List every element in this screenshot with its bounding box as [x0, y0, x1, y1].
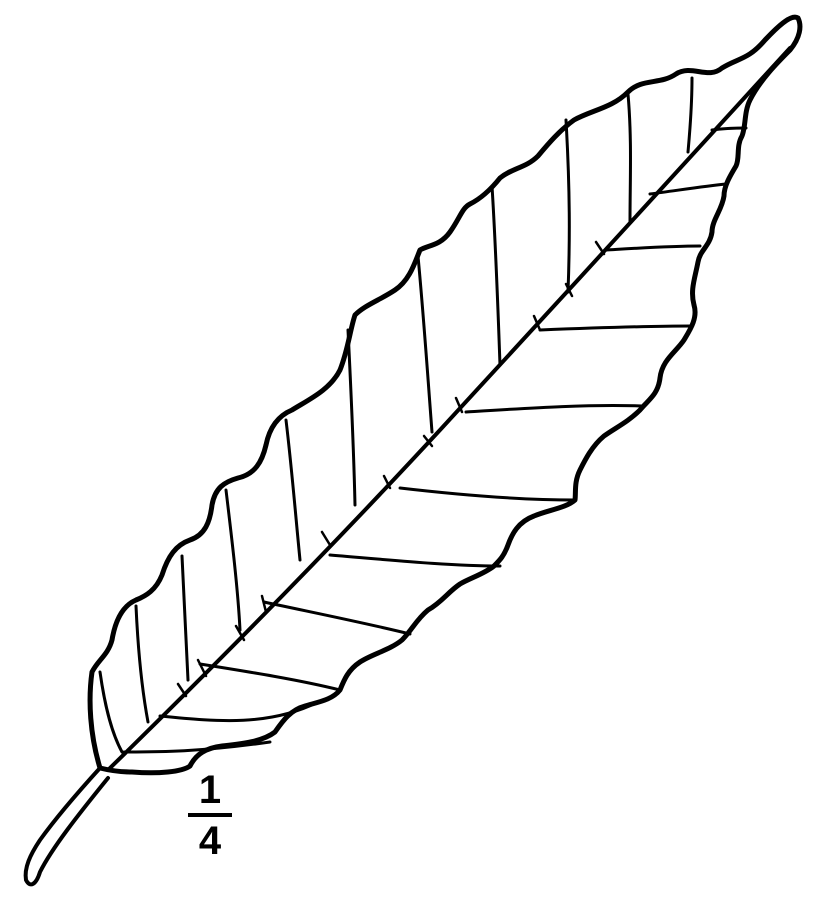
- leaf-midrib: [106, 46, 792, 772]
- upper-veins: [98, 76, 694, 754]
- leaf-outline: [87, 14, 803, 776]
- scale-denominator: 4: [198, 819, 222, 863]
- veinlets: [176, 240, 606, 698]
- scale-numerator: 1: [198, 768, 222, 812]
- scale-fraction-label: 1 4: [186, 770, 234, 861]
- lower-veins: [122, 126, 748, 754]
- leaf-stalk: [23, 766, 110, 887]
- fraction-bar: [188, 813, 232, 817]
